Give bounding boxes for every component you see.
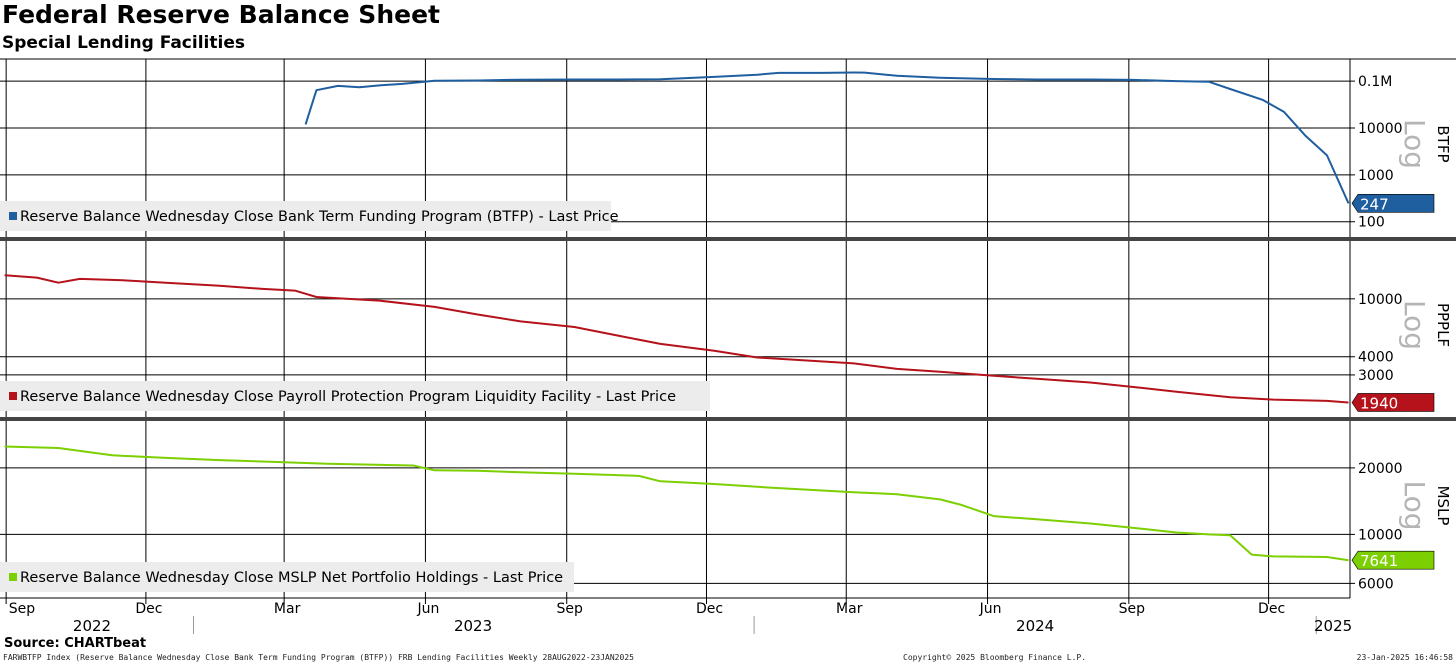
y-tick-label: 10000 xyxy=(1358,121,1403,137)
source-label: Source: CHARTbeat xyxy=(4,636,147,651)
log-scale-label: Log xyxy=(1398,300,1431,350)
y-tick-label: 0.1M xyxy=(1358,74,1392,90)
last-value-label: 1940 xyxy=(1360,394,1398,412)
x-tick-label: Dec xyxy=(1258,601,1285,617)
panel-label: MSLP xyxy=(1434,486,1452,526)
last-value-label: 7641 xyxy=(1360,552,1398,570)
legend-label: Reserve Balance Wednesday Close MSLP Net… xyxy=(20,570,563,586)
y-tick-label: 20000 xyxy=(1358,461,1403,477)
y-tick-label: 4000 xyxy=(1358,350,1394,366)
y-tick-label: 3000 xyxy=(1358,368,1394,384)
x-tick-label: Jun xyxy=(416,601,439,617)
log-scale-label: Log xyxy=(1398,480,1431,530)
series-line-mslp xyxy=(4,445,1349,562)
chart-title: Federal Reserve Balance Sheet xyxy=(2,0,440,29)
legend-box xyxy=(0,201,611,231)
last-value-tag xyxy=(1351,550,1435,570)
last-value-tag xyxy=(1351,393,1435,412)
chart-subtitle: Special Lending Facilities xyxy=(2,33,245,53)
y-tick-label: 10000 xyxy=(1358,292,1403,308)
year-label: 2024 xyxy=(1016,617,1054,635)
log-scale-label: Log xyxy=(1398,119,1431,169)
series-line-ppplf xyxy=(4,274,1349,404)
panel-ppplf: 10000 4000 3000 1940 Log PPPLF Reserve Balance… xyxy=(0,241,1452,417)
series-line-btfp xyxy=(304,71,1350,204)
last-value-label: 247 xyxy=(1360,195,1389,213)
panel-separator xyxy=(0,237,1456,241)
x-tick-label: Dec xyxy=(696,601,723,617)
legend-swatch xyxy=(9,212,17,220)
panel-mslp: 20000 10000 6000 7641 Log MSLP Reserve Balance… xyxy=(0,421,1452,598)
x-tick-label: Jun xyxy=(979,601,1002,617)
last-value-tag xyxy=(1351,194,1435,213)
legend-label: Reserve Balance Wednesday Close Payroll … xyxy=(20,389,676,405)
panel-label: BTFP xyxy=(1434,125,1452,162)
timestamp: 23-Jan-2025 16:46:58 xyxy=(1356,653,1453,662)
panel-btfp: 0.1M 10000 1000 100 247 Log BTFP Reserve Balanc… xyxy=(0,59,1452,237)
panel-label: PPPLF xyxy=(1434,303,1452,347)
legend-label: Reserve Balance Wednesday Close Bank Ter… xyxy=(20,209,619,225)
legend-box xyxy=(0,381,710,411)
x-tick-label: Mar xyxy=(274,601,301,617)
x-tick-label: Sep xyxy=(557,601,584,617)
x-tick-label: Sep xyxy=(1119,601,1146,617)
year-label: 2023 xyxy=(454,617,492,635)
legend-box xyxy=(0,562,574,592)
legend-swatch xyxy=(9,573,17,581)
y-tick-label: 100 xyxy=(1358,215,1385,231)
y-tick-label: 10000 xyxy=(1358,527,1403,543)
panel-separator xyxy=(0,417,1456,421)
x-tick-label: Dec xyxy=(135,601,162,617)
y-tick-label: 1000 xyxy=(1358,168,1394,184)
year-label: 2025 xyxy=(1314,617,1352,635)
x-tick-label: Mar xyxy=(836,601,863,617)
index-description: FARWBTFP Index (Reserve Balance Wednesda… xyxy=(3,653,634,662)
x-tick-label: Sep xyxy=(9,601,36,617)
y-tick-label: 6000 xyxy=(1358,576,1394,592)
copyright: Copyright© 2025 Bloomberg Finance L.P. xyxy=(903,653,1087,662)
year-label: 2022 xyxy=(73,617,111,635)
legend-swatch xyxy=(9,392,17,400)
